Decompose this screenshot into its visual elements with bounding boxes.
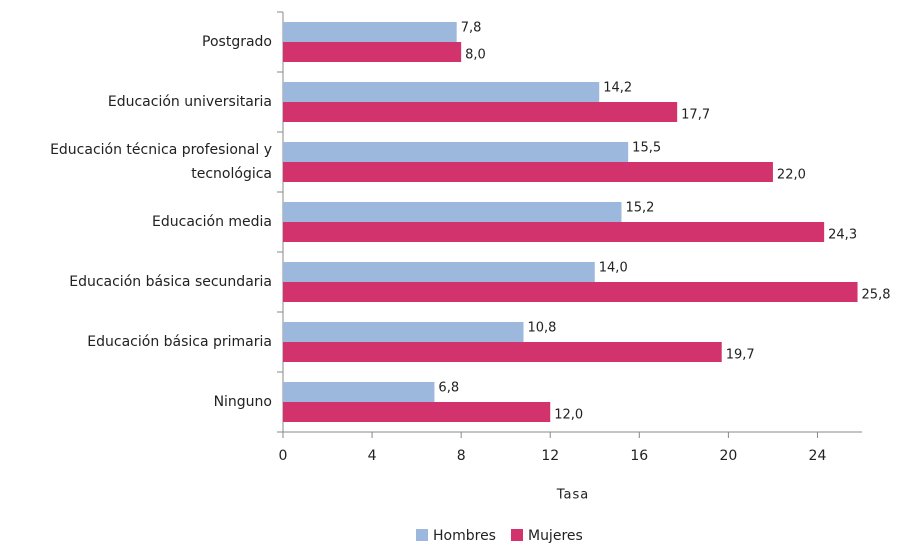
value-label: 14,0 (599, 261, 628, 276)
value-label: 12,0 (554, 408, 583, 423)
bar (283, 162, 773, 182)
bar (283, 322, 524, 342)
value-label: 6,8 (438, 381, 459, 396)
bar (283, 202, 622, 222)
bar (283, 142, 629, 162)
bar (283, 22, 457, 42)
value-label: 14,2 (603, 81, 632, 96)
legend-swatch (510, 529, 523, 541)
bar (283, 382, 435, 402)
x-tick-label: 20 (719, 448, 737, 464)
bar (283, 42, 462, 62)
bar (283, 262, 595, 282)
x-axis-label: Tasa (556, 488, 590, 503)
x-tick-label: 4 (368, 448, 377, 464)
category-label: Educación técnica profesional y tecnológ… (50, 142, 272, 182)
legend-label: Hombres (433, 528, 496, 544)
value-label: 17,7 (681, 108, 710, 123)
legend-label: Mujeres (528, 528, 583, 544)
category-label: Educación básica primaria (87, 334, 272, 350)
x-tick-label: 16 (630, 448, 648, 464)
bar (283, 222, 825, 242)
bar (283, 282, 858, 302)
value-label: 22,0 (777, 168, 806, 183)
value-label: 7,8 (461, 21, 482, 36)
bar (283, 402, 551, 422)
bar (283, 82, 600, 102)
category-label: Educación básica secundaria (69, 274, 272, 290)
x-tick-label: 8 (457, 448, 466, 464)
category-label: Ninguno (213, 394, 272, 410)
x-tick-label: 0 (279, 448, 288, 464)
value-label: 8,0 (465, 48, 486, 63)
value-label: 24,3 (828, 228, 857, 243)
x-tick-label: 12 (541, 448, 559, 464)
value-label: 15,5 (632, 141, 661, 156)
value-label: 25,8 (862, 288, 891, 303)
value-label: 10,8 (528, 321, 557, 336)
category-label: Educación universitaria (107, 94, 272, 110)
category-label: Educación media (152, 214, 272, 230)
value-label: 15,2 (625, 201, 654, 216)
legend-swatch (416, 529, 428, 541)
bar (283, 102, 678, 122)
category-label: Postgrado (202, 34, 272, 50)
bar (283, 342, 722, 362)
x-tick-label: 24 (809, 448, 827, 464)
value-label: 19,7 (726, 348, 755, 363)
